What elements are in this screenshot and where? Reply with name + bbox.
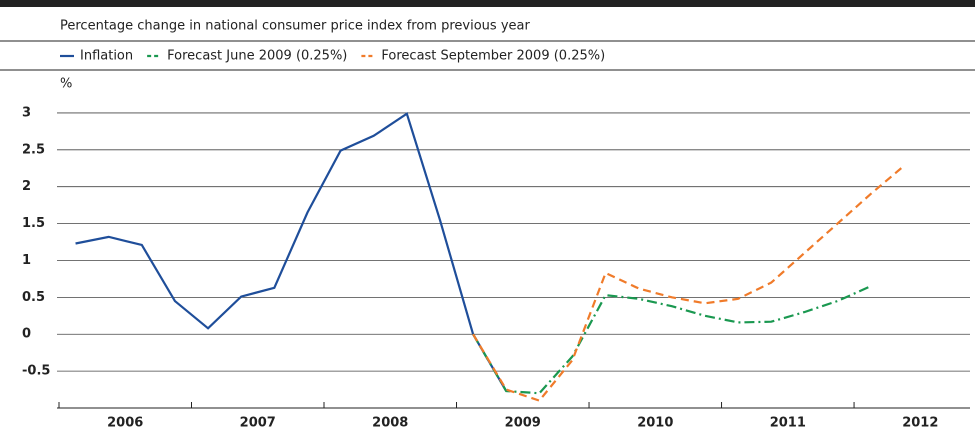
legend-label: Forecast September 2009 (0.25%) xyxy=(381,49,605,64)
y-tick-label: 3 xyxy=(22,105,31,120)
x-tick-label: 2008 xyxy=(372,416,408,431)
x-tick-label: 2006 xyxy=(107,416,143,431)
y-axis-label: % xyxy=(60,77,72,92)
x-tick-label: 2007 xyxy=(240,416,276,431)
data-line xyxy=(75,111,508,392)
y-tick-label: 0.5 xyxy=(22,290,45,305)
y-tick-label: 1.5 xyxy=(22,216,45,231)
y-tick-label: 2.5 xyxy=(22,142,45,157)
top-bar xyxy=(0,0,975,7)
data-line xyxy=(472,285,872,395)
x-tick-label: 2009 xyxy=(505,416,541,431)
legend-label: Inflation xyxy=(80,49,133,64)
y-tick-label: -0.5 xyxy=(22,364,50,379)
chart-title: Percentage change in national consumer p… xyxy=(60,19,530,34)
x-tick-label: 2010 xyxy=(637,416,673,431)
legend-label: Forecast June 2009 (0.25%) xyxy=(167,49,347,64)
data-line xyxy=(472,165,905,402)
legend: Inflation Forecast June 2009 (0.25%) Forec… xyxy=(60,49,605,64)
y-tick-label: 0 xyxy=(22,327,31,342)
x-tick-label: 2012 xyxy=(902,416,938,431)
y-tick-label: 1 xyxy=(22,253,31,268)
y-tick-label: 2 xyxy=(22,179,31,194)
x-tick-label: 2011 xyxy=(770,416,806,431)
